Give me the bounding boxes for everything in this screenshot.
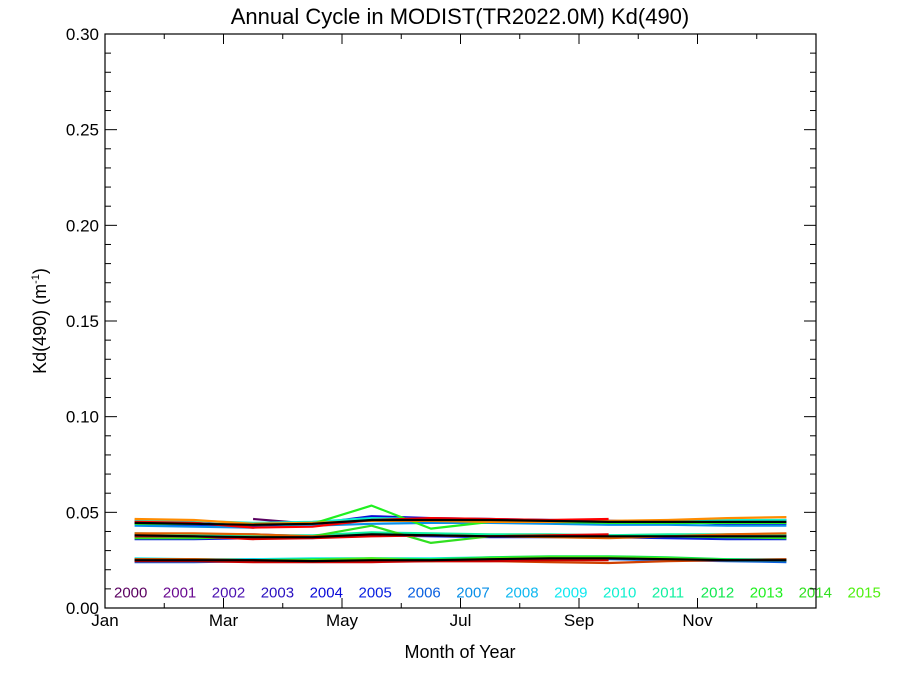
x-tick-label: Jan bbox=[91, 611, 118, 630]
series-line-extra-23 bbox=[134, 533, 787, 539]
y-axis-title: Kd(490) (m-1) bbox=[30, 268, 50, 374]
y-tick-label: 0.15 bbox=[66, 312, 99, 331]
series-line-extra-24 bbox=[134, 557, 787, 563]
chart-title: Annual Cycle in MODIST(TR2022.0M) Kd(490… bbox=[231, 4, 690, 29]
year-label: 2010 bbox=[603, 584, 636, 601]
series-line-extra-16 bbox=[134, 516, 787, 525]
x-tick-label: Mar bbox=[209, 611, 239, 630]
x-axis-title: Month of Year bbox=[404, 642, 515, 662]
year-label: 2006 bbox=[407, 584, 440, 601]
year-label: 2002 bbox=[212, 584, 245, 601]
y-axis-title-sup: -1 bbox=[30, 274, 42, 284]
year-label: 2012 bbox=[701, 584, 734, 601]
year-label: 2011 bbox=[652, 584, 684, 601]
year-label: 2004 bbox=[310, 584, 343, 601]
year-label: 2005 bbox=[359, 584, 392, 601]
y-tick-label: 0.00 bbox=[66, 599, 99, 618]
year-label: 2000 bbox=[114, 584, 147, 601]
x-tick-label: Jul bbox=[450, 611, 472, 630]
year-label: 2009 bbox=[554, 584, 587, 601]
x-tick-label: May bbox=[326, 611, 359, 630]
axes-layer: Jan Mar May Jul Sep Nov 0.00 0.05 0.10 0.15 0.20 0.… bbox=[66, 25, 817, 630]
year-label: 2015 bbox=[848, 584, 881, 601]
y-tick-label: 0.30 bbox=[66, 25, 99, 44]
y-axis-title-main: Kd(490) (m bbox=[30, 284, 50, 374]
year-label: 2008 bbox=[505, 584, 538, 601]
svg-text:Kd(490) (m-1): Kd(490) (m-1) bbox=[30, 268, 50, 374]
year-label: 2007 bbox=[456, 584, 489, 601]
y-tick-label: 0.20 bbox=[66, 216, 99, 235]
year-label: 2014 bbox=[799, 584, 832, 601]
year-label: 2003 bbox=[261, 584, 294, 601]
y-tick-label: 0.05 bbox=[66, 503, 99, 522]
year-label: 2001 bbox=[163, 584, 196, 601]
series-line-extra-21 bbox=[134, 559, 609, 564]
year-label: 2013 bbox=[750, 584, 783, 601]
y-tick-label: 0.25 bbox=[66, 121, 99, 140]
y-tick-label: 0.10 bbox=[66, 408, 99, 427]
series-layer bbox=[134, 504, 787, 565]
x-tick-label: Sep bbox=[564, 611, 594, 630]
y-axis-title-close: ) bbox=[30, 268, 50, 274]
year-label-layer: 2000 2001 2002 2003 2004 2005 2006 2007 2008 2009… bbox=[114, 584, 881, 601]
series-line-extra-22 bbox=[134, 518, 787, 526]
x-tick-label: Nov bbox=[682, 611, 713, 630]
